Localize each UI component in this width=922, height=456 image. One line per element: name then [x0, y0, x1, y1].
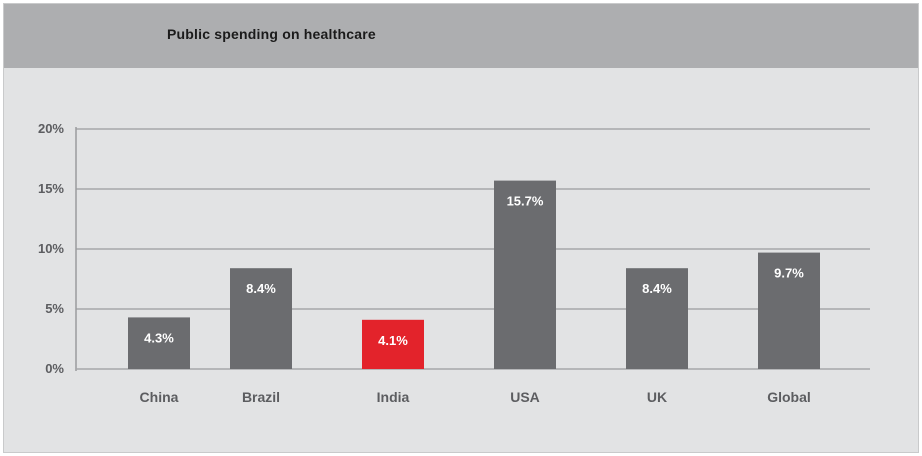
y-tick-label: 20% — [38, 121, 64, 136]
bar-brazil — [230, 268, 292, 369]
x-category-label: Brazil — [242, 389, 280, 405]
x-category-label: China — [140, 389, 179, 405]
chart-panel: Public spending on healthcare 0% 5% 10% 15%… — [3, 3, 919, 453]
y-tick-label: 0% — [45, 361, 64, 376]
bar-chart: 0% 5% 10% 15% 20% 4.3% China 8.4% Brazil 4.1% Indi… — [38, 121, 870, 405]
bar-global — [758, 252, 820, 369]
x-category-label: Global — [767, 389, 811, 405]
bar-value-label: 4.1% — [378, 333, 408, 348]
bar-value-label: 9.7% — [774, 266, 804, 281]
chart-title: Public spending on healthcare — [167, 26, 376, 42]
chart-header: Public spending on healthcare — [4, 4, 918, 68]
bar-usa — [494, 180, 556, 369]
bar-china — [128, 317, 190, 369]
bar-value-label: 8.4% — [246, 281, 276, 296]
x-category-label: USA — [510, 389, 540, 405]
bar-value-label: 15.7% — [507, 194, 544, 209]
x-category-label: UK — [647, 389, 667, 405]
bar-value-label: 4.3% — [144, 330, 174, 345]
y-tick-label: 15% — [38, 181, 64, 196]
bar-india — [362, 319, 424, 369]
y-tick-label: 5% — [45, 301, 64, 316]
x-category-label: India — [377, 389, 410, 405]
bar-uk — [626, 268, 688, 369]
bar-value-label: 8.4% — [642, 281, 672, 296]
y-tick-label: 10% — [38, 241, 64, 256]
